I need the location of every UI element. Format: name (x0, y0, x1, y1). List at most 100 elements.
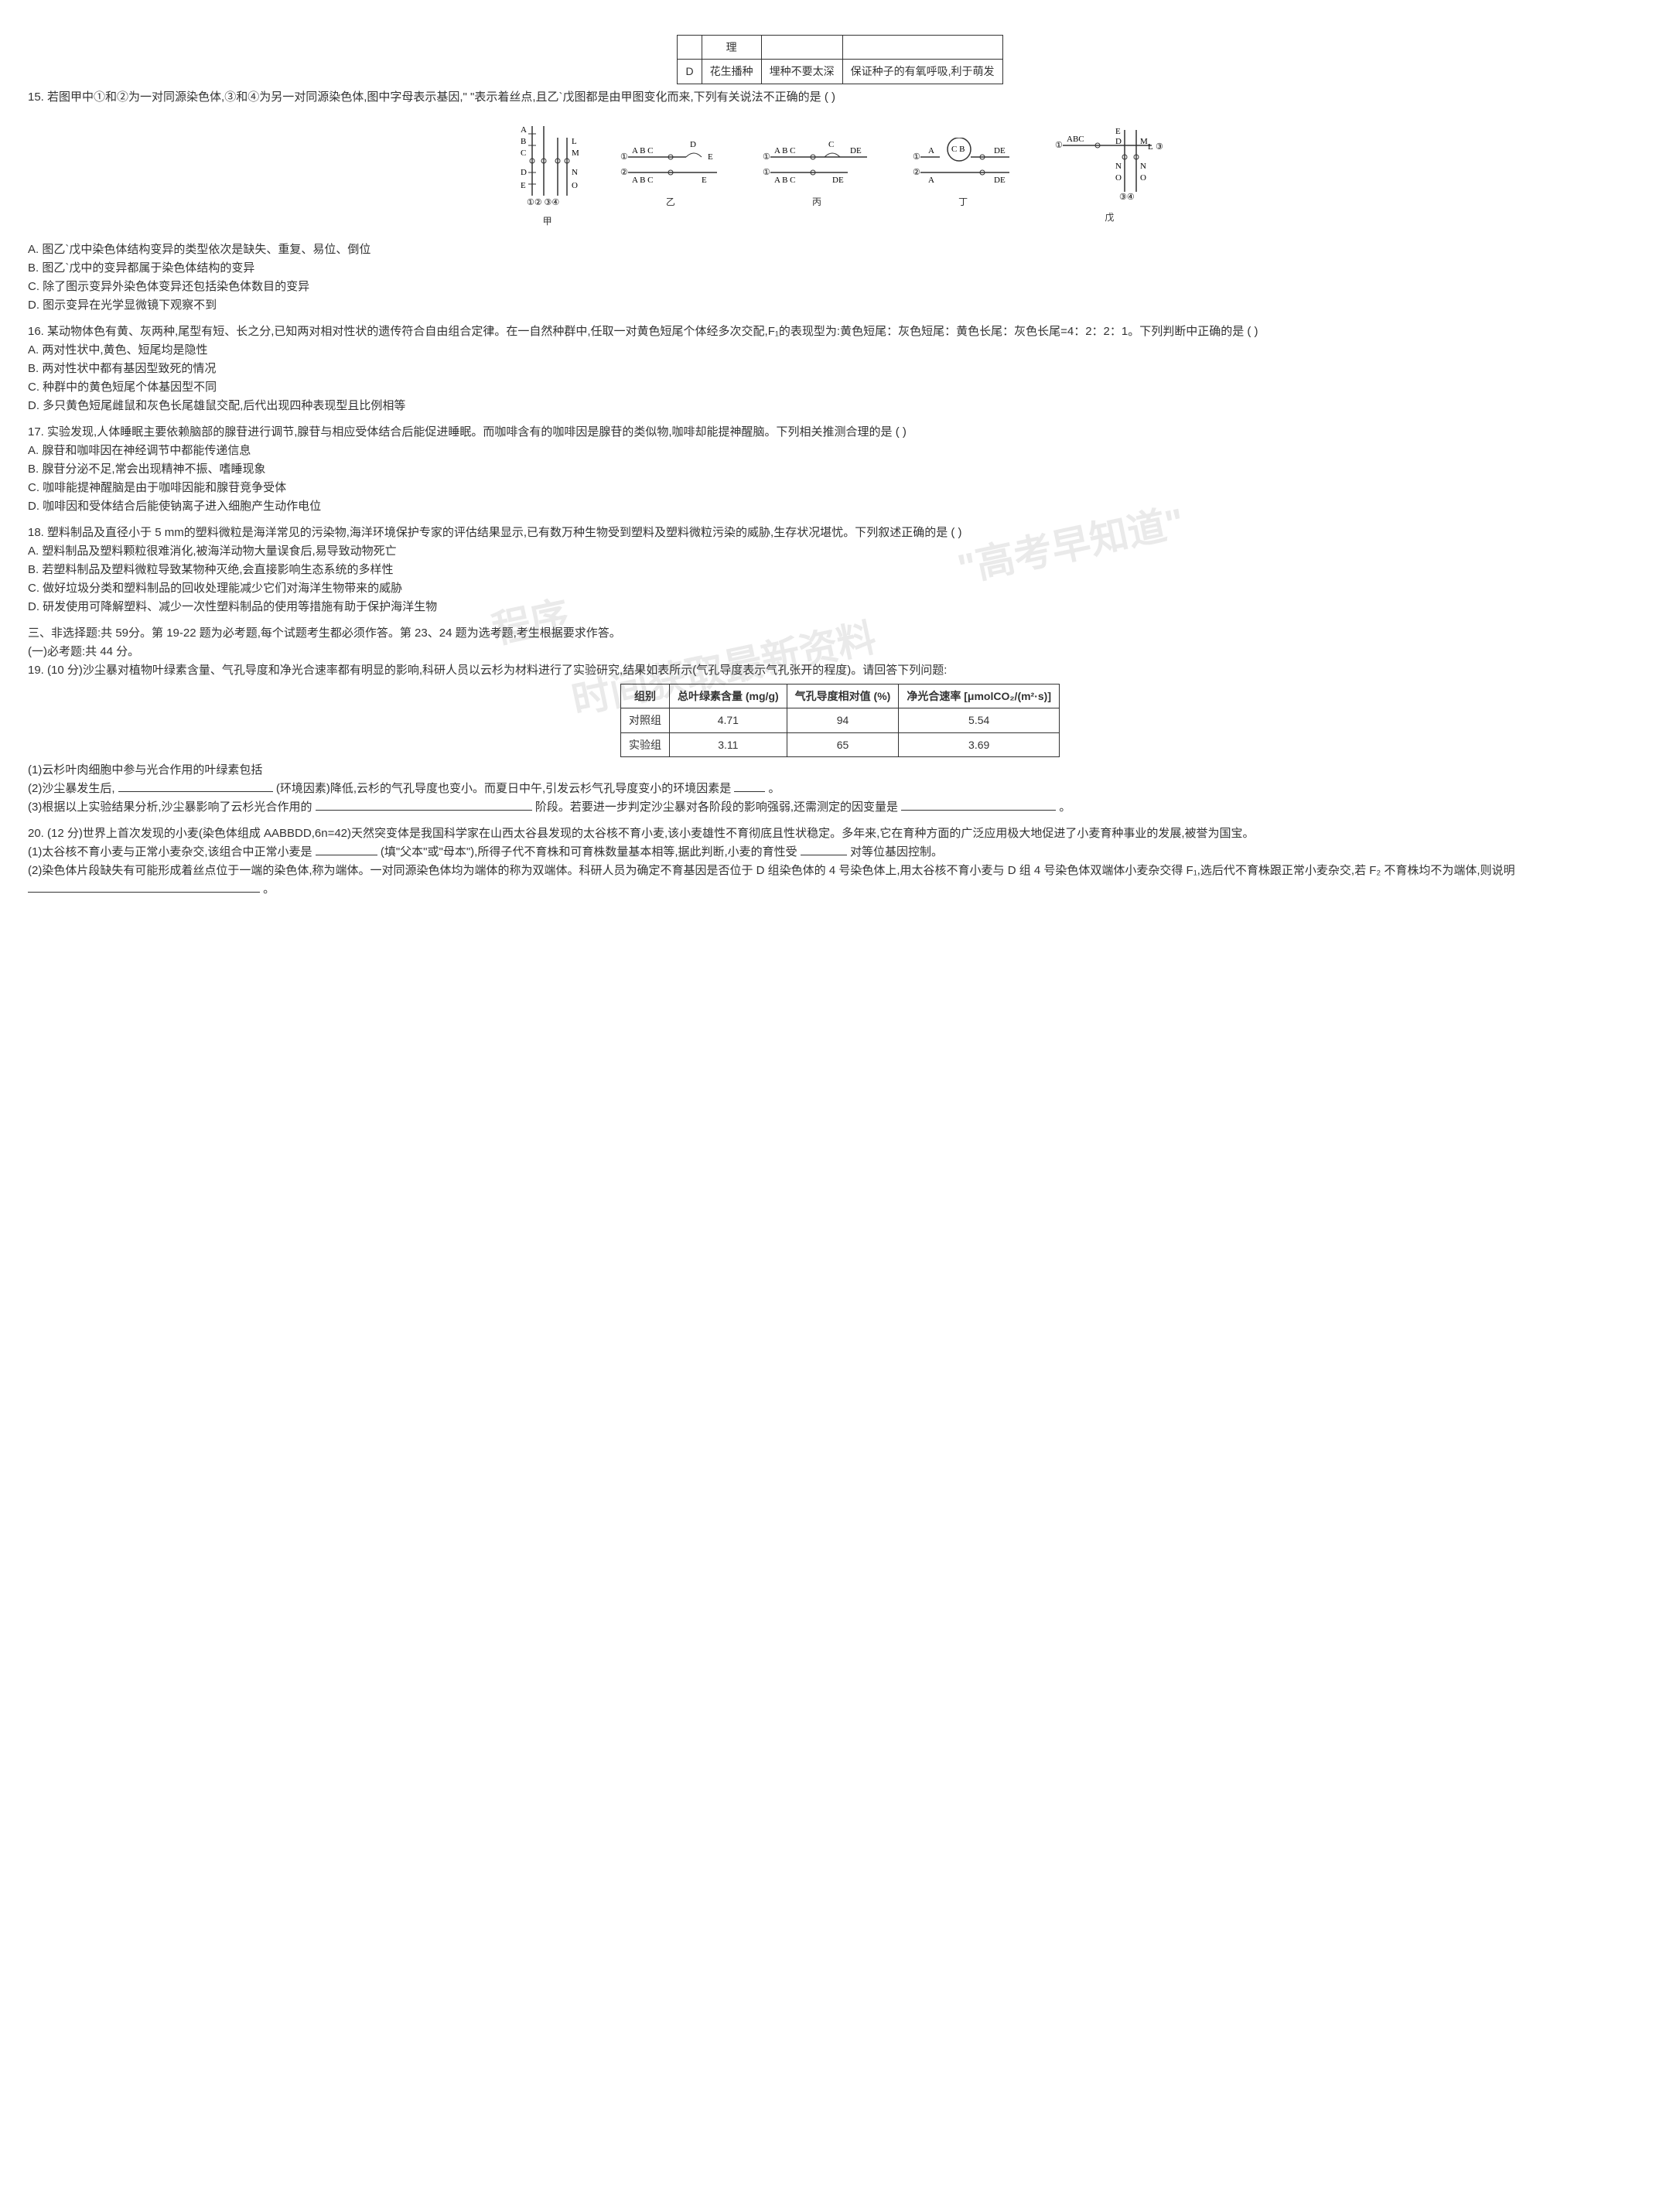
svg-text:A B C: A B C (632, 176, 654, 185)
q15-opt-b: B. 图乙`戊中的变异都属于染色体结构的变异 (28, 259, 1652, 278)
svg-text:DE: DE (832, 176, 844, 185)
svg-text:D: D (690, 140, 696, 149)
svg-text:C B: C B (951, 145, 965, 154)
q19-sub3a: (3)根据以上实验结果分析,沙尘暴影响了云杉光合作用的 (28, 801, 312, 814)
svg-text:②: ② (913, 168, 920, 177)
q16-stem: 16. 某动物体色有黄、灰两种,尾型有短、长之分,已知两对相对性状的遗传符合自由… (28, 323, 1652, 341)
svg-text:M: M (1140, 137, 1148, 146)
figure-wu: ① ABC E D M L ③ N O N O ③④ 戊 (1051, 122, 1167, 225)
q17-opt-a: A. 腺苷和咖啡因在神经调节中都能传递信息 (28, 442, 1652, 460)
figure-bing: ① ① A B C A B C C DE DE 丙 (759, 138, 875, 210)
svg-text:A: A (928, 146, 934, 155)
q16-opt-a: A. 两对性状中,黄色、短尾均是隐性 (28, 341, 1652, 360)
t1-h2 (761, 36, 842, 60)
t1-c1: 花生播种 (702, 60, 761, 84)
figure-jia-label: 甲 (513, 214, 582, 229)
q17-opt-d: D. 咖啡因和受体结合后能使钠离子进入细胞产生动作电位 (28, 497, 1652, 516)
section3-title: 三、非选择题:共 59分。第 19-22 题为必考题,每个试题考生都必须作答。第… (28, 624, 1652, 643)
svg-text:①: ① (763, 168, 770, 177)
svg-text:②: ② (620, 168, 628, 177)
svg-text:D: D (1115, 137, 1122, 146)
svg-text:N: N (572, 168, 578, 177)
svg-text:①② ③④: ①② ③④ (527, 198, 559, 207)
figure-yi: ① ② A B C A B C D E E 乙 (616, 138, 725, 210)
q19-r1c2: 65 (787, 732, 899, 756)
svg-text:L: L (572, 137, 577, 146)
t1-letter: D (678, 60, 702, 84)
q19-sub2a: (2)沙尘暴发生后, (28, 782, 115, 795)
q19-r1c1: 3.11 (670, 732, 787, 756)
q18-opt-d: D. 研发使用可降解塑料、减少一次性塑料制品的使用等措施有助于保护海洋生物 (28, 598, 1652, 616)
q19-blank2 (734, 791, 765, 792)
q19-sub1: (1)云杉叶肉细胞中参与光合作用的叶绿素包括 (28, 761, 1652, 780)
svg-text:A: A (521, 125, 527, 135)
figure-jia: A B C D E L M N O ①② ③④ 甲 (513, 118, 582, 229)
t1-h0 (678, 36, 702, 60)
svg-text:A: A (928, 176, 934, 185)
q15-opt-a: A. 图乙`戊中染色体结构变异的类型依次是缺失、重复、易位、倒位 (28, 241, 1652, 259)
svg-text:N: N (1140, 162, 1146, 171)
q18-opt-c: C. 做好垃圾分类和塑料制品的回收处理能减少它们对海洋生物带来的威胁 (28, 579, 1652, 598)
figure-ding-label: 丁 (909, 195, 1017, 210)
q15-opt-d: D. 图示变异在光学显微镜下观察不到 (28, 296, 1652, 315)
q20-stem: 20. (12 分)世界上首次发现的小麦(染色体组成 AABBDD,6n=42)… (28, 824, 1652, 843)
svg-text:D: D (521, 168, 527, 177)
svg-text:O: O (572, 181, 578, 190)
svg-text:A B C: A B C (774, 146, 796, 155)
svg-text:L: L (1148, 142, 1153, 152)
q19-sub2c: 。 (769, 782, 780, 795)
figure-ding: ① ② A A C B DE DE 丁 (909, 138, 1017, 210)
q20-sub2a: (2)染色体片段缺失有可能形成着丝点位于一端的染色体,称为端体。一对同源染色体均… (28, 864, 1515, 877)
q17-stem: 17. 实验发现,人体睡眠主要依赖脑部的腺苷进行调节,腺苷与相应受体结合后能促进… (28, 423, 1652, 442)
svg-text:ABC: ABC (1067, 135, 1084, 144)
t1-c3: 保证种子的有氧呼吸,利于萌发 (842, 60, 1002, 84)
q20-sub1c: 对等位基因控制。 (850, 845, 943, 859)
q19-r0c3: 5.54 (899, 708, 1060, 732)
q17-opt-b: B. 腺苷分泌不足,常会出现精神不振、嗜睡现象 (28, 460, 1652, 479)
q15-figures: A B C D E L M N O ①② ③④ 甲 (28, 118, 1652, 229)
q19-sub3c: 。 (1059, 801, 1070, 814)
figure-bing-label: 丙 (759, 195, 875, 210)
svg-text:DE: DE (994, 146, 1006, 155)
table-peanut: 理 D 花生播种 埋种不要太深 保证种子的有氧呼吸,利于萌发 (677, 35, 1002, 84)
q18-opt-b: B. 若塑料制品及塑料微粒导致某物种灭绝,会直接影响生态系统的多样性 (28, 561, 1652, 579)
svg-text:N: N (1115, 162, 1122, 171)
q19-r1c3: 3.69 (899, 732, 1060, 756)
svg-text:C: C (828, 140, 834, 149)
svg-text:③④: ③④ (1119, 193, 1135, 202)
svg-text:A B C: A B C (632, 146, 654, 155)
svg-text:E: E (1115, 127, 1121, 136)
q20-sub2b: 。 (263, 883, 275, 896)
q19-r0c0: 对照组 (621, 708, 670, 732)
svg-text:M: M (572, 149, 579, 158)
q18-opt-a: A. 塑料制品及塑料颗粒很难消化,被海洋动物大量误食后,易导致动物死亡 (28, 542, 1652, 561)
svg-text:A B C: A B C (774, 176, 796, 185)
svg-text:DE: DE (850, 146, 862, 155)
figure-yi-label: 乙 (616, 195, 725, 210)
q19-table: 组别 总叶绿素含量 (mg/g) 气孔导度相对值 (%) 净光合速率 [μmol… (620, 684, 1060, 757)
svg-text:E: E (521, 181, 526, 190)
q19-th1: 总叶绿素含量 (mg/g) (670, 684, 787, 708)
q19-th3: 净光合速率 [μmolCO₂/(m²·s)] (899, 684, 1060, 708)
figure-wu-label: 戊 (1051, 210, 1167, 225)
svg-text:E: E (702, 176, 707, 185)
svg-text:E: E (708, 152, 713, 162)
svg-text:③: ③ (1156, 142, 1163, 152)
q19-th2: 气孔导度相对值 (%) (787, 684, 899, 708)
required-title: (一)必考题:共 44 分。 (28, 643, 1652, 661)
t1-h1: 理 (702, 36, 761, 60)
svg-text:B: B (521, 137, 526, 146)
q16-opt-c: C. 种群中的黄色短尾个体基因型不同 (28, 378, 1652, 397)
svg-text:C: C (521, 149, 526, 158)
q19-sub3b: 阶段。若要进一步判定沙尘暴对各阶段的影响强弱,还需测定的因变量是 (535, 801, 898, 814)
t1-h3 (842, 36, 1002, 60)
q16-opt-d: D. 多只黄色短尾雌鼠和灰色长尾雄鼠交配,后代出现四种表现型且比例相等 (28, 397, 1652, 415)
t1-c2: 埋种不要太深 (761, 60, 842, 84)
q16-opt-b: B. 两对性状中都有基因型致死的情况 (28, 360, 1652, 378)
q20-blank3 (28, 892, 260, 893)
q19-r0c2: 94 (787, 708, 899, 732)
svg-text:DE: DE (994, 176, 1006, 185)
q20-sub1a: (1)太谷核不育小麦与正常小麦杂交,该组合中正常小麦是 (28, 845, 312, 859)
svg-text:①: ① (763, 152, 770, 162)
q20-sub1b: (填"父本"或"母本"),所得子代不育株和可育株数量基本相等,据此判断,小麦的育… (381, 845, 797, 859)
